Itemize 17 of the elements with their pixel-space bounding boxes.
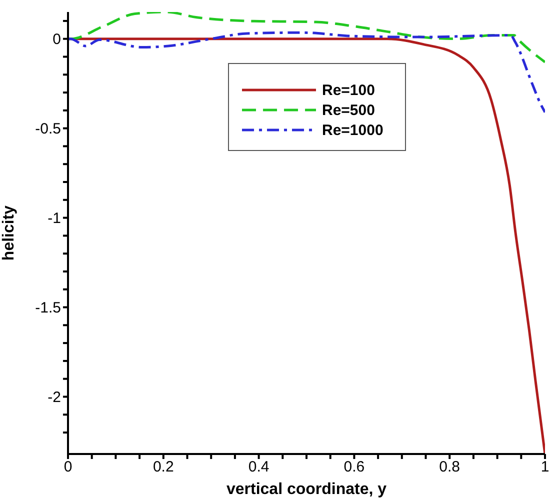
x-tick-label: 0.8: [439, 458, 460, 476]
x-tick-label: 1: [540, 458, 550, 476]
y-tick-label: -1.5: [35, 300, 61, 317]
line-series: [68, 31, 545, 114]
x-tick-label: 0.2: [152, 458, 174, 476]
x-tick-label: 0.4: [248, 458, 270, 476]
y-tick-label: 0: [52, 31, 61, 48]
x-axis-title: vertical coordinate, y: [226, 481, 387, 498]
x-tick-label: 0: [64, 458, 72, 476]
legend-label: Re=100: [322, 82, 375, 98]
legend-label: Re=500: [322, 102, 375, 118]
y-tick-label: -1: [48, 210, 61, 228]
legend-label: Re=1000: [322, 122, 384, 138]
y-tick-label: -0.5: [35, 120, 61, 138]
y-tick-label: -2: [48, 389, 61, 406]
y-axis-title: helicity: [0, 205, 18, 261]
x-tick-label: 0.6: [344, 458, 365, 476]
